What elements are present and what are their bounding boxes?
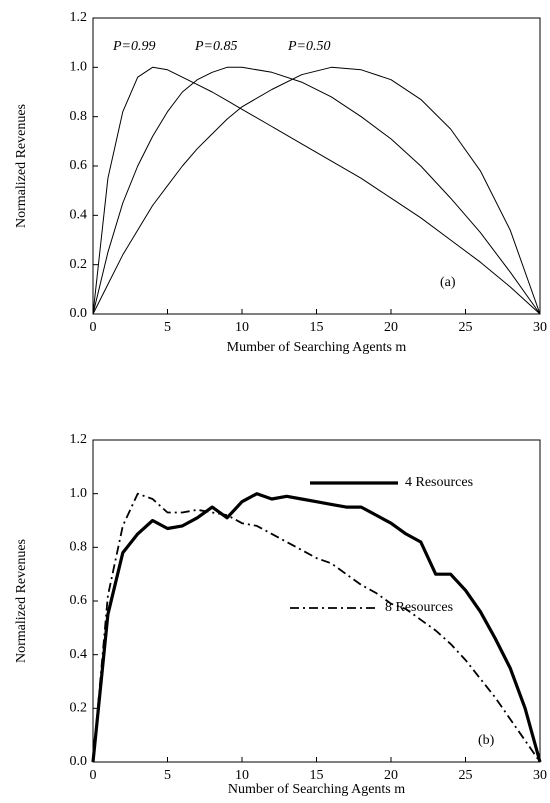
x-tick-label: 25: [459, 320, 473, 335]
x-axis-label: Mumber of Searching Agents m: [227, 340, 407, 355]
legend-label: 8 Resources: [385, 600, 453, 615]
y-tick-label: 0.2: [70, 701, 88, 716]
x-tick-label: 0: [90, 320, 97, 335]
series-line: [92, 66, 541, 315]
x-tick-label: 10: [235, 768, 249, 783]
x-tick-label: 25: [459, 768, 473, 783]
y-tick-label: 1.0: [70, 486, 88, 501]
panel-annotation: (a): [440, 275, 456, 290]
series-line: [92, 66, 541, 315]
y-tick-label: 1.0: [70, 60, 88, 75]
x-tick-label: 30: [533, 768, 547, 783]
x-tick-label: 20: [384, 768, 398, 783]
series-line: [92, 66, 541, 315]
y-tick-label: 0.8: [70, 540, 88, 555]
x-tick-label: 10: [235, 320, 249, 335]
series-label: P=0.50: [287, 39, 331, 54]
x-tick-label: 15: [310, 320, 324, 335]
panel-annotation: (b): [478, 733, 495, 748]
legend-label: 4 Resources: [405, 475, 473, 490]
y-tick-label: 0.0: [70, 754, 88, 769]
y-axis-label: Normalized Revenues: [14, 539, 29, 663]
x-tick-label: 5: [164, 768, 171, 783]
x-tick-label: 30: [533, 320, 547, 335]
series-label: P=0.85: [194, 39, 238, 54]
y-tick-label: 1.2: [70, 432, 88, 447]
x-tick-label: 5: [164, 320, 171, 335]
series-label: P=0.99: [112, 39, 156, 54]
x-tick-label: 0: [90, 768, 97, 783]
y-tick-label: 0.6: [70, 593, 88, 608]
series-line: [91, 492, 542, 763]
y-tick-label: 0.2: [70, 257, 88, 272]
x-tick-label: 15: [310, 768, 324, 783]
y-tick-label: 0.4: [70, 647, 88, 662]
y-tick-label: 0.0: [70, 306, 88, 321]
y-tick-label: 1.2: [70, 10, 88, 25]
x-tick-label: 20: [384, 320, 398, 335]
y-axis-label: Normalized Revenues: [14, 104, 29, 228]
y-tick-label: 0.8: [70, 109, 88, 124]
plot-frame: [92, 17, 541, 315]
series-line: [92, 492, 541, 763]
y-tick-label: 0.6: [70, 158, 88, 173]
x-axis-label: Number of Searching Agents m: [228, 782, 405, 797]
y-tick-label: 0.4: [70, 208, 88, 223]
